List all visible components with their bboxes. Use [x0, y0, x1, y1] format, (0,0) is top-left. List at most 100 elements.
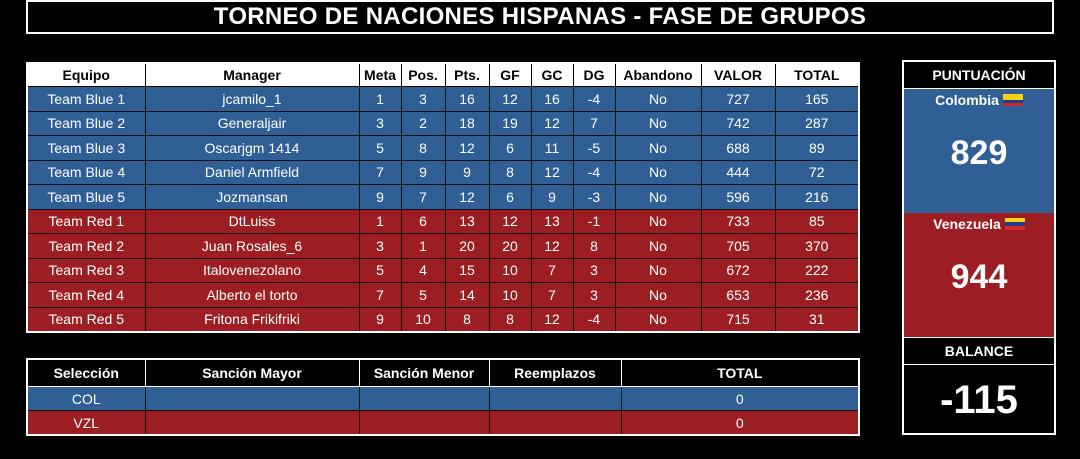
col-header-seleccion: Selección — [26, 358, 146, 387]
col-header-gf: GF — [488, 62, 532, 87]
table-cell: 8 — [444, 306, 490, 333]
table-row: Team Red 5 Fritona Frikifriki 9 10 8 8 12 -4 No 7… — [26, 306, 860, 333]
table-cell: No — [614, 306, 702, 333]
sanctions-table: Selección Sanción Mayor Sanción Menor Re… — [26, 358, 860, 436]
table-cell: 222 — [774, 257, 860, 283]
table-cell: 9 — [358, 184, 402, 210]
table-cell: No — [614, 135, 702, 161]
table-cell: 1 — [358, 86, 402, 112]
table-row: Team Red 1 DtLuiss 1 6 13 12 13 -1 No 733 85 — [26, 208, 860, 234]
table-row: Team Red 3 Italovenezolano 5 4 15 10 7 3 No 672 22… — [26, 257, 860, 283]
table-cell: 287 — [774, 110, 860, 136]
table-cell: 12 — [530, 233, 574, 259]
team-score-venezuela: Venezuela 944 — [904, 213, 1054, 337]
col-header-total: TOTAL — [774, 62, 860, 87]
table-cell: Generaljair — [144, 110, 360, 136]
table-cell: 85 — [774, 208, 860, 234]
sanctions-cell — [358, 386, 490, 411]
score-colombia: 829 — [950, 134, 1008, 172]
sanctions-cell — [144, 386, 360, 411]
table-cell: 742 — [700, 110, 776, 136]
col-header-gc: GC — [530, 62, 574, 87]
table-cell: 7 — [358, 282, 402, 308]
col-header-dg: DG — [572, 62, 616, 87]
table-cell: 8 — [488, 306, 532, 333]
col-header-meta: Meta — [358, 62, 402, 87]
table-cell: 15 — [444, 257, 490, 283]
score-panel: PUNTUACIÓN Colombia 829 Venezuela 944 BA… — [902, 60, 1056, 435]
table-header-row: Equipo Manager Meta Pos. Pts. GF GC DG A… — [26, 62, 860, 87]
table-cell: jcamilo_1 — [144, 86, 360, 112]
table-cell: 3 — [572, 257, 616, 283]
table-cell: No — [614, 159, 702, 185]
sanctions-row: VZL 0 — [26, 410, 860, 436]
table-cell: 72 — [774, 159, 860, 185]
table-cell: 2 — [400, 110, 446, 136]
col-header-valor: VALOR — [700, 62, 776, 87]
table-cell: Team Red 1 — [26, 208, 146, 234]
score-venezuela: 944 — [950, 258, 1008, 296]
sanctions-row: COL 0 — [26, 386, 860, 411]
table-cell: Team Red 2 — [26, 233, 146, 259]
table-cell: 733 — [700, 208, 776, 234]
col-header-sanciones-total: TOTAL — [620, 358, 860, 387]
table-cell: 10 — [488, 257, 532, 283]
table-row: Team Red 4 Alberto el torto 7 5 14 10 7 3 No 653 2… — [26, 282, 860, 308]
table-cell: Team Red 3 — [26, 257, 146, 283]
table-cell: 20 — [444, 233, 490, 259]
sanctions-cell — [488, 386, 622, 411]
sanctions-header-row: Selección Sanción Mayor Sanción Menor Re… — [26, 358, 860, 387]
sanctions-cell: 0 — [620, 410, 860, 436]
table-cell: 5 — [358, 135, 402, 161]
table-cell: -4 — [572, 159, 616, 185]
table-cell: 6 — [488, 184, 532, 210]
table-cell: 12 — [444, 184, 490, 210]
table-cell: DtLuiss — [144, 208, 360, 234]
table-cell: 653 — [700, 282, 776, 308]
table-row: Team Red 2 Juan Rosales_6 3 1 20 20 12 8 No 705 37… — [26, 233, 860, 259]
table-cell: No — [614, 208, 702, 234]
table-cell: 13 — [444, 208, 490, 234]
sanctions-body: COL 0 VZL 0 — [26, 386, 860, 436]
table-cell: Team Red 5 — [26, 306, 146, 333]
sanctions-cell: VZL — [26, 410, 146, 436]
table-cell: 5 — [400, 282, 446, 308]
table-cell: 236 — [774, 282, 860, 308]
table-cell: Team Red 4 — [26, 282, 146, 308]
team-score-colombia: Colombia 829 — [904, 89, 1054, 213]
panel-header: PUNTUACIÓN — [904, 62, 1054, 89]
table-cell: 7 — [400, 184, 446, 210]
table-cell: Alberto el torto — [144, 282, 360, 308]
table-cell: No — [614, 282, 702, 308]
table-cell: 19 — [488, 110, 532, 136]
col-header-sancion-menor: Sanción Menor — [358, 358, 490, 387]
col-header-abandono: Abandono — [614, 62, 702, 87]
table-cell: 705 — [700, 233, 776, 259]
table-cell: Team Blue 1 — [26, 86, 146, 112]
col-header-sancion-mayor: Sanción Mayor — [144, 358, 360, 387]
table-cell: 370 — [774, 233, 860, 259]
table-cell: 7 — [572, 110, 616, 136]
col-header-pos: Pos. — [400, 62, 446, 87]
table-cell: 12 — [530, 159, 574, 185]
table-cell: 16 — [444, 86, 490, 112]
table-cell: 715 — [700, 306, 776, 333]
table-cell: 7 — [530, 282, 574, 308]
table-cell: No — [614, 86, 702, 112]
table-cell: 8 — [572, 233, 616, 259]
table-cell: No — [614, 257, 702, 283]
sanctions-cell — [358, 410, 490, 436]
table-cell: 10 — [488, 282, 532, 308]
table-cell: 14 — [444, 282, 490, 308]
table-cell: 4 — [400, 257, 446, 283]
table-row: Team Blue 1 jcamilo_1 1 3 16 12 16 -4 No 727 165 — [26, 86, 860, 112]
table-cell: 165 — [774, 86, 860, 112]
col-header-equipo: Equipo — [26, 62, 146, 87]
table-cell: Team Blue 4 — [26, 159, 146, 185]
table-cell: 3 — [358, 233, 402, 259]
table-cell: -3 — [572, 184, 616, 210]
table-cell: 12 — [488, 208, 532, 234]
table-cell: 6 — [400, 208, 446, 234]
table-cell: No — [614, 233, 702, 259]
table-body: Team Blue 1 jcamilo_1 1 3 16 12 16 -4 No 727 165 Te… — [26, 86, 860, 333]
